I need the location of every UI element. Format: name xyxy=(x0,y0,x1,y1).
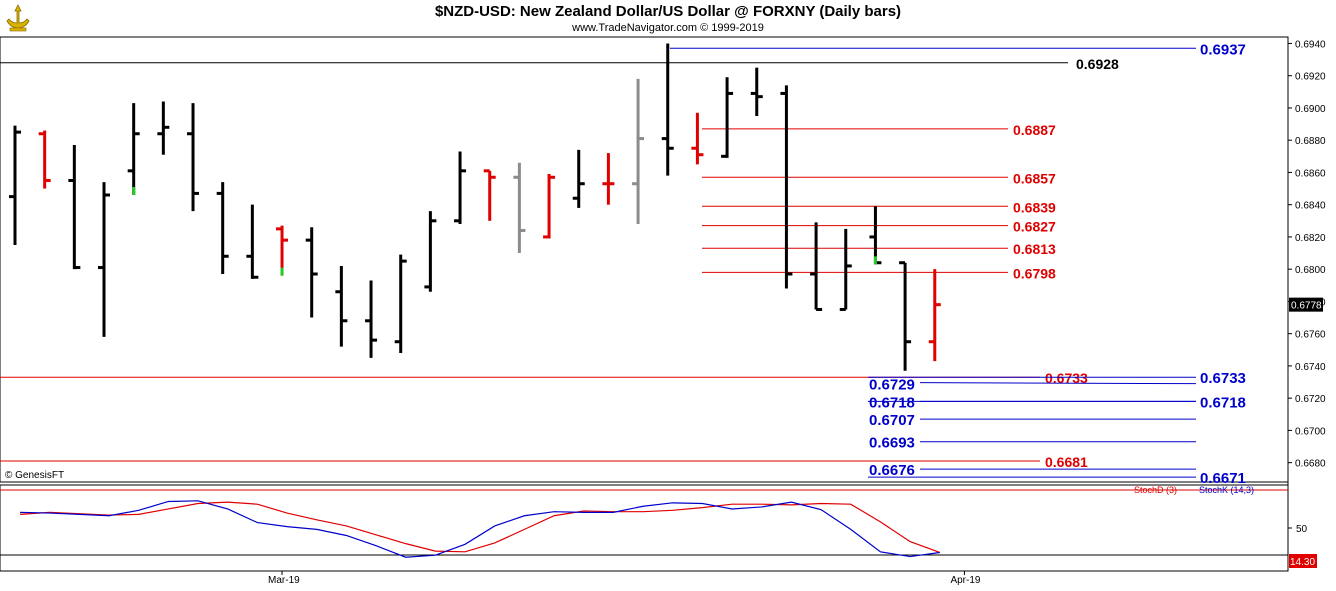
ohlc-bar xyxy=(602,153,615,205)
chart-background xyxy=(0,36,1289,572)
ohlc-bar xyxy=(276,225,289,276)
ohlc-bar xyxy=(454,151,467,225)
y-tick-label: 0.6700 xyxy=(1295,426,1326,437)
ohlc-bar xyxy=(394,254,407,354)
price-panel-frame xyxy=(0,36,1289,483)
level-label: 0.6681 xyxy=(1045,454,1088,470)
ohlc-bar xyxy=(691,112,704,165)
ohlc-bar xyxy=(335,265,348,347)
ohlc-bar xyxy=(216,182,229,275)
x-tick-label: Apr-19 xyxy=(950,575,980,586)
stoch-last-value: 14.30 xyxy=(1290,557,1315,568)
level-label: 0.6887 xyxy=(1013,122,1056,138)
level-label: 0.6676 xyxy=(869,462,915,479)
ohlc-bar xyxy=(365,280,378,358)
stoch-y-tick-label: 50 xyxy=(1296,524,1308,535)
ohlc-bar xyxy=(661,43,674,176)
level-label: 0.6718 xyxy=(869,394,915,411)
level-label: 0.6707 xyxy=(869,412,915,429)
ohlc-bar xyxy=(187,103,200,212)
stoch-legend-stochk: StochK (14,3) xyxy=(1199,485,1254,495)
stoch-legend-stochd: StochD (3) xyxy=(1134,485,1177,495)
y-tick-label: 0.6820 xyxy=(1295,233,1326,244)
ohlc-bar xyxy=(513,162,526,254)
y-tick-label: 0.6760 xyxy=(1295,330,1326,341)
chart-subtitle: www.TradeNavigator.com © 1999-2019 xyxy=(572,22,764,34)
last-price-label: 0.6778 xyxy=(1291,301,1322,312)
y-tick-label: 0.6720 xyxy=(1295,394,1326,405)
copyright-label: © GenesisFT xyxy=(5,470,64,481)
level-label: 0.6733 xyxy=(1200,370,1246,387)
level-label: 0.6839 xyxy=(1013,199,1056,215)
level-label: 0.6937 xyxy=(1200,41,1246,58)
level-label: 0.6798 xyxy=(1013,265,1056,281)
ohlc-bar xyxy=(543,174,556,239)
ohlc-bar xyxy=(632,78,645,225)
stoch-last-value-box xyxy=(1289,554,1317,568)
ohlc-bar xyxy=(721,77,734,158)
y-tick-label: 0.6900 xyxy=(1295,104,1326,115)
support-resistance-levels: 0.6937 0.6928 0.6887 0.6857 0.6839 0.6827 0.68… xyxy=(0,41,1246,487)
ohlc-bar xyxy=(928,269,941,362)
ohlc-bar xyxy=(424,211,437,292)
ohlc-bar xyxy=(38,130,51,189)
price-axis: 0.6940 0.6920 0.6900 0.6880 0.6860 0.6840 0.68… xyxy=(268,39,1326,586)
level-label: 0.6733 xyxy=(1045,370,1088,386)
ohlc-bar xyxy=(869,206,882,265)
level-label: 0.6827 xyxy=(1013,219,1056,235)
x-tick-label: Mar-19 xyxy=(268,575,300,586)
price-bars xyxy=(9,43,941,371)
ohlc-bar xyxy=(572,149,585,208)
ohlc-bar xyxy=(157,101,170,155)
stochastic-panel: 50 14.30 StochD (3) StochK (14,3) xyxy=(0,485,1317,568)
level-label: 0.6729 xyxy=(869,377,915,394)
level-label: 0.6671 xyxy=(1200,470,1246,487)
ohlc-bar xyxy=(305,227,318,318)
level-label: 0.6813 xyxy=(1013,241,1056,257)
y-tick-label: 0.6800 xyxy=(1295,265,1326,276)
level-label: 0.6857 xyxy=(1013,170,1056,186)
ohlc-bar xyxy=(127,103,140,196)
ohlc-bar xyxy=(246,204,259,279)
level-line xyxy=(919,382,1197,385)
ohlc-bar xyxy=(68,145,81,270)
chart-title: $NZD-USD: New Zealand Dollar/US Dollar @… xyxy=(434,3,902,20)
ohlc-bar xyxy=(810,222,823,311)
y-tick-label: 0.6840 xyxy=(1295,201,1326,212)
ohlc-bar xyxy=(98,182,111,337)
stoch-series-line xyxy=(19,501,940,554)
logo-icon xyxy=(4,3,32,33)
ohlc-bar xyxy=(780,85,793,289)
y-tick-label: 0.6920 xyxy=(1295,72,1326,83)
y-tick-label: 0.6940 xyxy=(1295,39,1326,50)
y-tick-label: 0.6860 xyxy=(1295,168,1326,179)
stoch-series-line xyxy=(19,500,940,558)
ohlc-bar xyxy=(899,261,912,371)
level-label: 0.6718 xyxy=(1200,394,1246,411)
ohlc-bar xyxy=(839,228,852,311)
ohlc-bar xyxy=(750,67,763,117)
last-price-box xyxy=(1289,297,1323,312)
level-label: 0.6928 xyxy=(1076,56,1119,72)
y-tick-label: 0.6740 xyxy=(1295,362,1326,373)
ohlc-bar xyxy=(9,125,21,245)
stoch-panel-frame xyxy=(0,484,1289,572)
y-tick-label: 0.6680 xyxy=(1295,459,1326,470)
ohlc-bar xyxy=(483,169,496,221)
level-label: 0.6693 xyxy=(869,435,915,452)
y-tick-label: 0.6880 xyxy=(1295,136,1326,147)
